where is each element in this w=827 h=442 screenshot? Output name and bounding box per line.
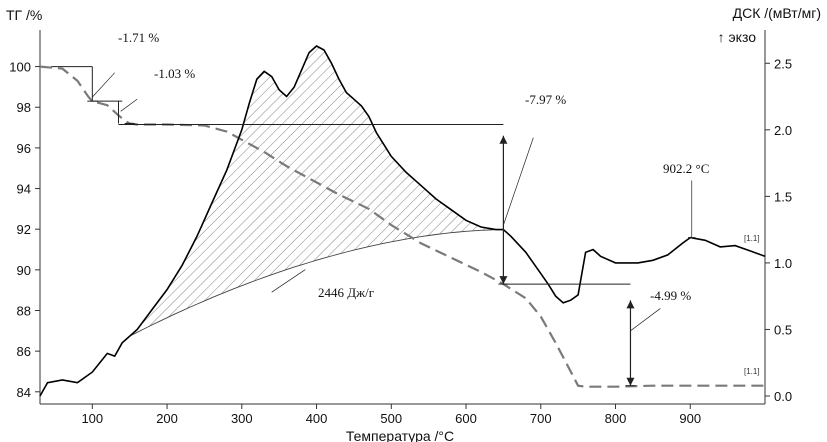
plot-frame: [39, 30, 766, 405]
x-tick-label: 600: [455, 411, 477, 426]
curve-tag-tg: [1.1]: [744, 367, 760, 376]
curve-tag-dsc: [1.1]: [744, 234, 760, 243]
annotation-line: [92, 72, 115, 98]
annotation-line: [503, 137, 534, 226]
x-tick-label: 300: [231, 411, 253, 426]
y-right-tick-label: 2.0: [774, 123, 792, 138]
dsc-baseline: [129, 229, 504, 337]
annotation-line: [271, 269, 306, 293]
arrow-head: [626, 377, 635, 386]
y-left-tick-label: 100: [9, 60, 31, 75]
x-axis-title: Температура /°С: [346, 428, 454, 442]
left-axis-title: ТГ /%: [6, 7, 42, 23]
tg-curve: [39, 65, 765, 388]
y-left-tick-label: 88: [17, 304, 31, 319]
x-tick-label: 900: [679, 411, 701, 426]
y-right-tick-label: 1.5: [774, 189, 792, 204]
annotation-step3: -7.97 %: [525, 92, 566, 107]
x-tick-label: 100: [81, 411, 103, 426]
x-tick-label: 500: [380, 411, 402, 426]
dsc-curve: [39, 45, 766, 397]
annotation-line: [630, 308, 661, 332]
peak-area-hatch: [129, 46, 504, 337]
y-left-tick-label: 98: [17, 100, 31, 115]
annotation-line: [120, 98, 138, 112]
annotation-step1: -1.71 %: [118, 30, 159, 45]
y-right-tick-label: 1.0: [774, 256, 792, 271]
arrow-head: [626, 300, 635, 309]
y-right-tick-label: 0.5: [774, 322, 792, 337]
y-right-tick-label: 0.0: [774, 389, 792, 404]
y-left-tick-label: 84: [17, 385, 31, 400]
arrow-head: [499, 135, 508, 144]
baseline-line: [129, 229, 504, 337]
annotation-step2: -1.03 %: [154, 66, 195, 81]
x-tick-label: 200: [156, 411, 178, 426]
peak-area-fill: [129, 46, 504, 337]
x-tick-label: 400: [306, 411, 328, 426]
annotation-peak: 902.2 °C: [663, 161, 709, 176]
y-left-tick-label: 92: [17, 222, 31, 237]
right-axis-title: ДСК /(мВт/мг): [733, 5, 821, 21]
exo-label: ↑ экзо: [718, 29, 757, 45]
y-right-tick-label: 2.5: [774, 56, 792, 71]
arrow-head: [499, 276, 508, 285]
series-layer: [39, 45, 766, 397]
y-left-tick-label: 94: [17, 182, 31, 197]
y-left-tick-label: 90: [17, 263, 31, 278]
y-left-tick-label: 86: [17, 344, 31, 359]
annotation-lines: [51, 66, 696, 387]
annotation-area: 2446 Дж/г: [318, 285, 374, 300]
y-left-tick-label: 96: [17, 141, 31, 156]
annotation-step4: -4.99 %: [650, 288, 691, 303]
x-tick-label: 700: [530, 411, 552, 426]
x-tick-label: 800: [605, 411, 627, 426]
axis-ticks: 100 200 300 400 500 600 700 800 900 84 86 88 90 92 94 9…: [9, 56, 792, 426]
